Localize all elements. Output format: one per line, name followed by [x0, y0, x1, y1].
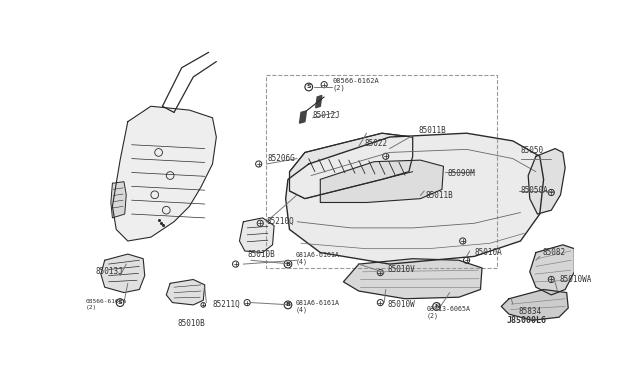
Text: 08913-6065A
(2): 08913-6065A (2) [427, 306, 470, 319]
Text: S: S [118, 300, 122, 305]
Text: J85000L6: J85000L6 [507, 316, 547, 325]
Text: 85206G: 85206G [268, 154, 296, 163]
Text: 85012J: 85012J [312, 111, 340, 120]
Polygon shape [113, 106, 216, 241]
Text: B: B [285, 262, 291, 267]
Text: S: S [307, 84, 311, 90]
Polygon shape [528, 148, 565, 214]
Polygon shape [101, 254, 145, 293]
Text: 081A6-6161A
(4): 081A6-6161A (4) [296, 252, 340, 266]
Text: 08566-6162A
(2): 08566-6162A (2) [333, 78, 380, 92]
Polygon shape [166, 279, 205, 305]
Text: 85090M: 85090M [447, 170, 475, 179]
Text: 85834: 85834 [519, 307, 542, 316]
Text: 85010B: 85010B [247, 250, 275, 259]
Text: 85010B: 85010B [178, 319, 205, 328]
Text: 85010WA: 85010WA [559, 275, 591, 284]
Text: 85010V: 85010V [387, 265, 415, 274]
Text: 85082: 85082 [542, 248, 565, 257]
Polygon shape [530, 245, 575, 295]
Text: 85050A: 85050A [520, 186, 548, 195]
Text: 081A6-6161A
(4): 081A6-6161A (4) [296, 300, 340, 313]
Text: 85013J: 85013J [95, 267, 124, 276]
Polygon shape [501, 289, 568, 320]
Polygon shape [300, 111, 307, 123]
Polygon shape [289, 133, 413, 199]
Text: 85011B: 85011B [426, 191, 454, 200]
Text: 85011B: 85011B [419, 126, 447, 135]
Polygon shape [285, 133, 543, 264]
Polygon shape [111, 182, 126, 218]
Text: 85022: 85022 [365, 139, 388, 148]
Polygon shape [316, 96, 322, 108]
Text: N: N [434, 304, 439, 309]
Text: 85210Q: 85210Q [266, 217, 294, 226]
Polygon shape [344, 259, 482, 299]
Text: 85010A: 85010A [474, 248, 502, 257]
Text: 85050: 85050 [520, 147, 543, 155]
Polygon shape [320, 160, 444, 202]
Text: 85211Q: 85211Q [212, 299, 240, 309]
Text: 85010W: 85010W [387, 301, 415, 310]
Text: 08566-6162A
(2): 08566-6162A (2) [86, 299, 127, 310]
Polygon shape [239, 218, 274, 253]
Text: B: B [285, 302, 291, 307]
